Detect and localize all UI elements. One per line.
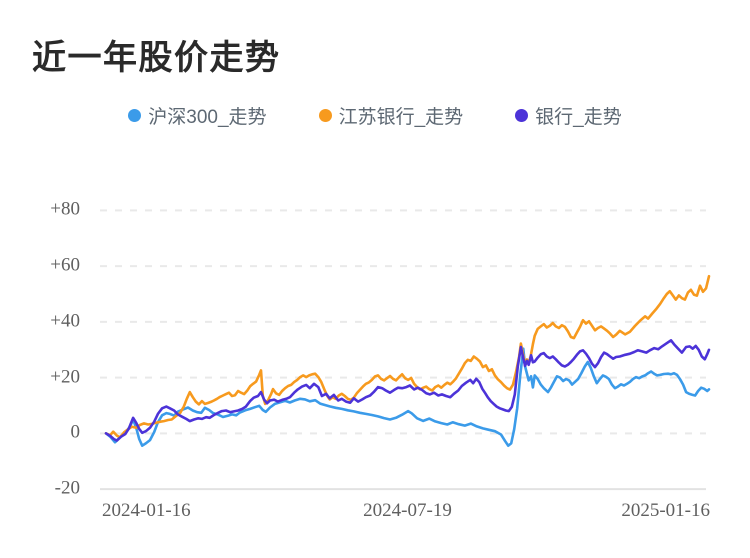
legend-dot-icon [128, 109, 142, 122]
legend-item-沪深300_走势[interactable]: 沪深300_走势 [128, 102, 267, 129]
legend-item-江苏银行_走势[interactable]: 江苏银行_走势 [318, 102, 464, 129]
legend-label: 沪深300_走势 [148, 107, 267, 128]
legend-dot-icon [515, 109, 529, 122]
y-tick-label: +40 [50, 310, 80, 332]
y-tick-label: +80 [50, 198, 80, 220]
y-tick-label: +60 [50, 254, 80, 276]
y-tick-label: 0 [70, 421, 81, 443]
legend-label: 江苏银行_走势 [338, 107, 464, 128]
y-tick-label: +20 [50, 366, 80, 388]
chart-legend: 沪深300_走势 江苏银行_走势 银行_走势 [0, 102, 750, 129]
series-line-江苏银行_走势 [104, 274, 711, 439]
series-line-银行_走势 [104, 338, 711, 442]
y-tick-label: -20 [54, 477, 80, 499]
page-title: 近一年股价走势 [32, 39, 281, 77]
x-tick-label: 2025-01-16 [621, 500, 710, 521]
series-line-沪深300_走势 [104, 347, 711, 448]
legend-dot-icon [318, 109, 332, 122]
legend-label: 银行_走势 [535, 107, 622, 128]
x-tick-label: 2024-07-19 [363, 500, 452, 521]
legend-item-银行_走势[interactable]: 银行_走势 [515, 102, 622, 129]
x-tick-label: 2024-01-16 [102, 500, 191, 521]
